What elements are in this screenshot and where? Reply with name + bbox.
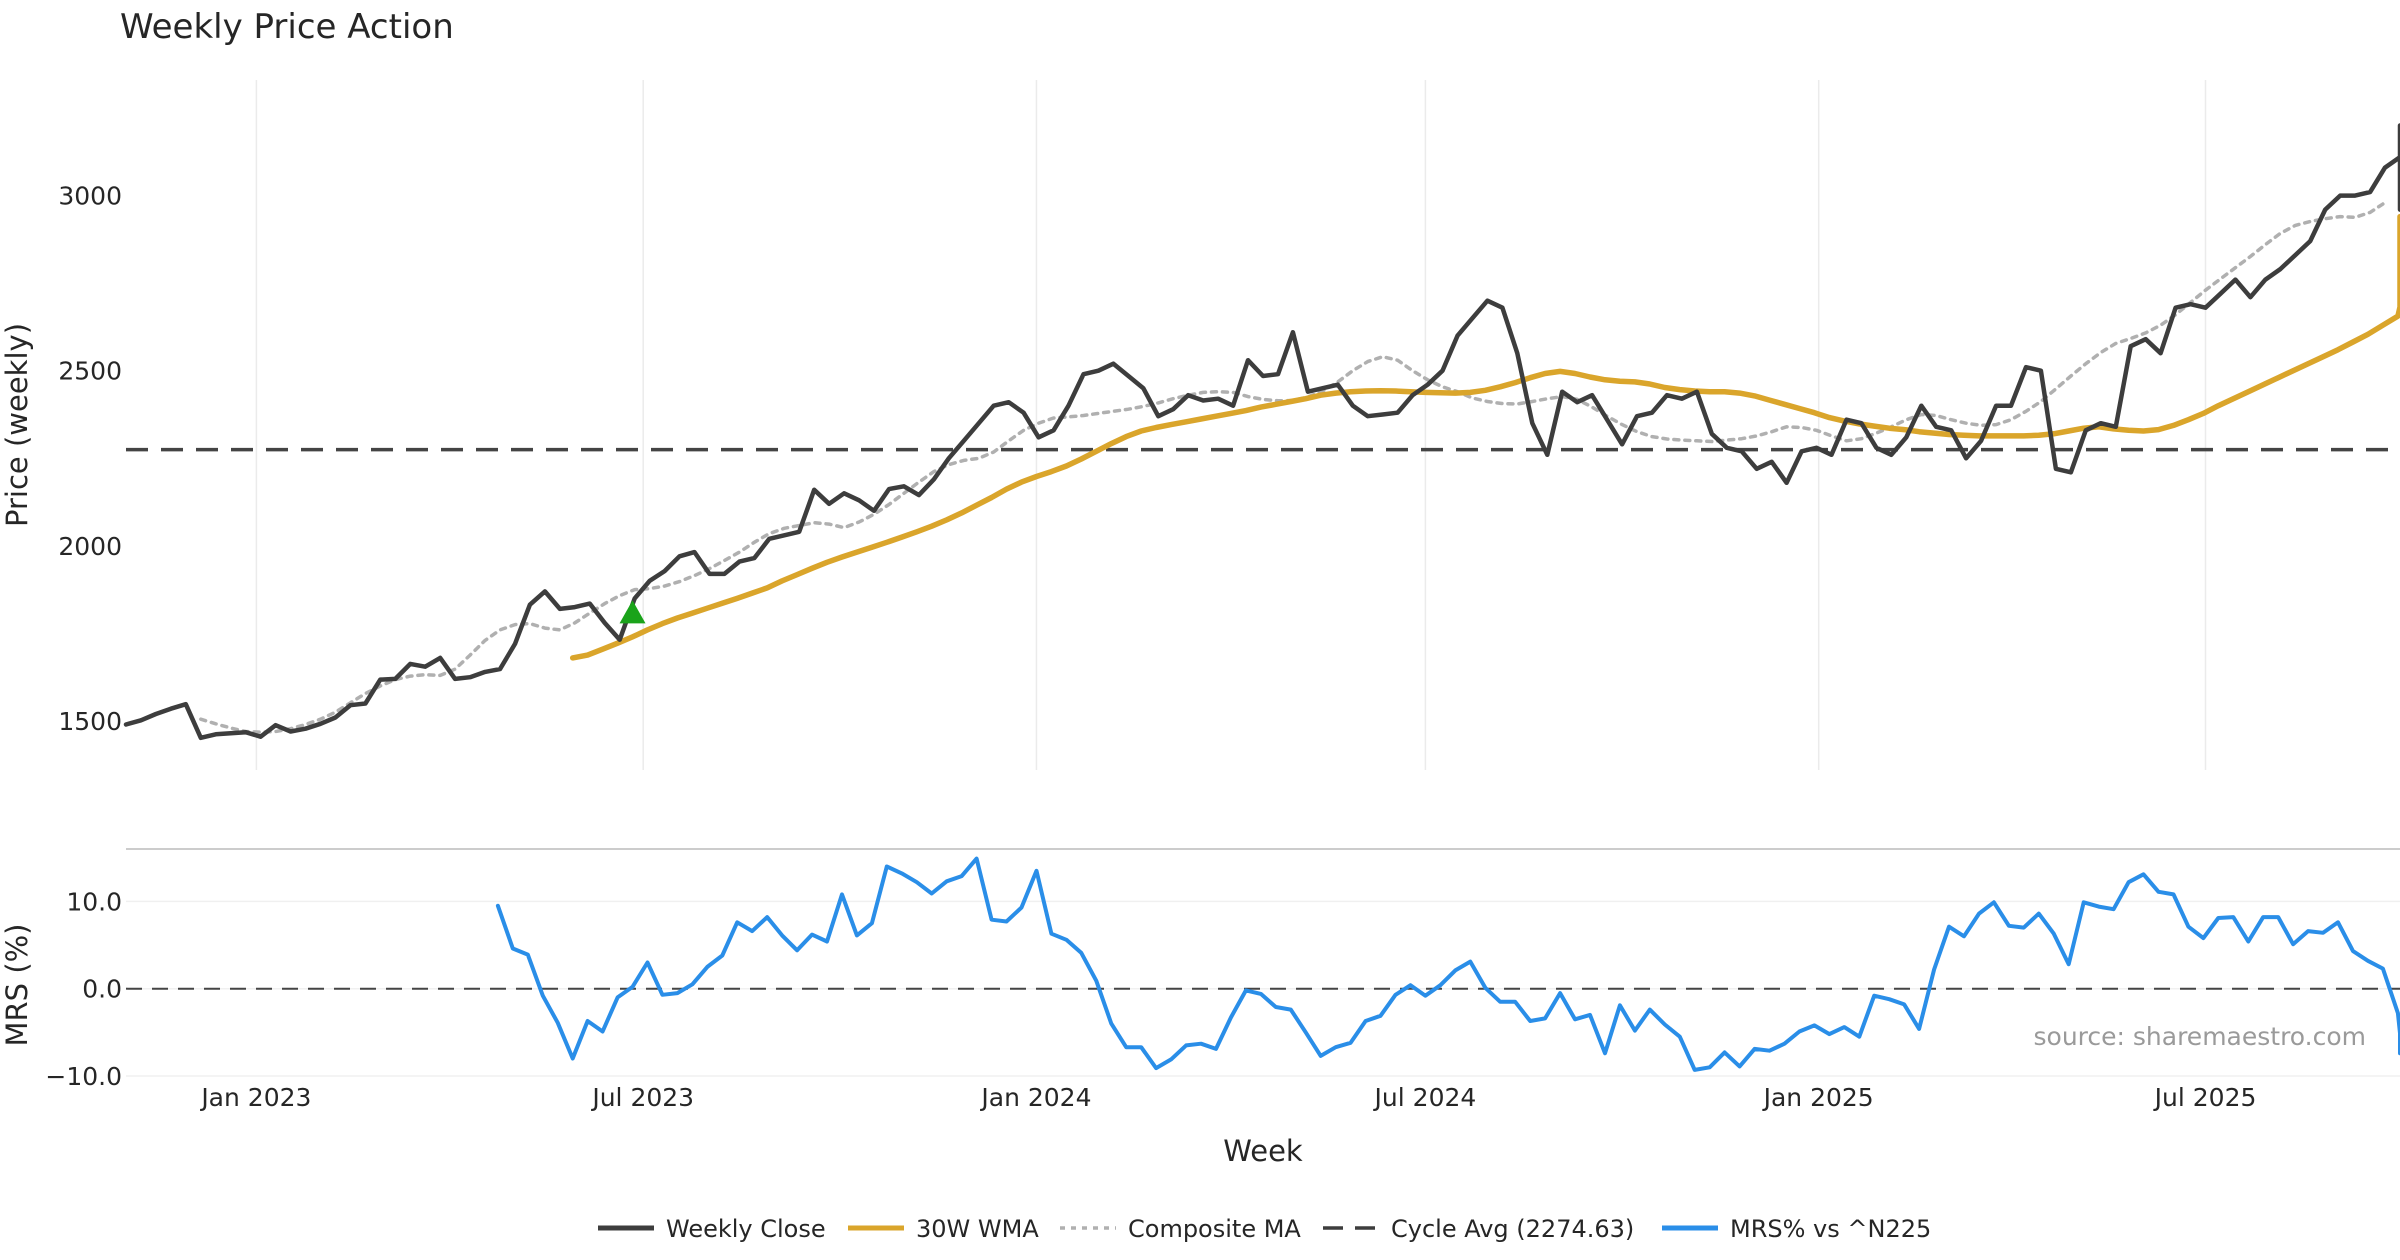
- series-weekly-close: [123, 123, 2400, 741]
- legend-label-mrs-vs-n225: MRS% vs ^N225: [1730, 1215, 1931, 1243]
- x-tick-jan-2024: Jan 2024: [979, 1083, 1091, 1112]
- reference-lines: [126, 447, 2400, 990]
- price-tick-3000: 3000: [58, 182, 122, 211]
- x-gridlines: [126, 80, 2400, 1077]
- x-tick-jul-2025: Jul 2025: [2153, 1083, 2257, 1112]
- mrs-tick-1: 0.0: [82, 975, 122, 1004]
- mrs-tick-2: 10.0: [66, 887, 122, 916]
- x-tick-jul-2023: Jul 2023: [590, 1083, 694, 1112]
- series-mrs-vs-n225: [495, 856, 2400, 1072]
- legend-item-weekly-close: Weekly Close: [598, 1215, 826, 1243]
- price-tick-1500: 1500: [58, 707, 122, 736]
- mrs-tick-0: −10.0: [45, 1062, 122, 1091]
- source-annotation: source: sharemaestro.com: [2034, 1022, 2367, 1051]
- chart-title: Weekly Price Action: [120, 7, 454, 47]
- legend: Weekly Close 30W WMA Composite MA Cycle Avg…: [598, 1215, 1931, 1243]
- legend-item-cycle-avg-2274-63: Cycle Avg (2274.63): [1323, 1215, 1634, 1243]
- signal-markers: [619, 600, 646, 624]
- x-tick-jan-2023: Jan 2023: [199, 1083, 311, 1112]
- legend-item-mrs-vs-n225: MRS% vs ^N225: [1662, 1215, 1931, 1243]
- legend-item-composite-ma: Composite MA: [1060, 1215, 1301, 1243]
- legend-item-30w-wma: 30W WMA: [848, 1215, 1039, 1243]
- mrs-axis-label: MRS (%): [0, 924, 34, 1047]
- price-tick-2000: 2000: [58, 532, 122, 561]
- x-tick-jul-2024: Jul 2024: [1373, 1083, 1477, 1112]
- legend-label-30w-wma: 30W WMA: [916, 1215, 1039, 1243]
- x-tick-jan-2025: Jan 2025: [1762, 1083, 1874, 1112]
- x-axis-label: Week: [1223, 1134, 1303, 1168]
- series-30w-wma: [569, 213, 2400, 661]
- axis-ticks: Jan 2023 Jul 2023 Jan 2024 Jul 2024 Jan 2025…: [45, 182, 2256, 1112]
- price-axis-label: Price (weekly): [0, 323, 34, 527]
- legend-label-weekly-close: Weekly Close: [666, 1215, 826, 1243]
- legend-label-composite-ma: Composite MA: [1128, 1215, 1301, 1243]
- legend-label-cycle-avg-2274-63: Cycle Avg (2274.63): [1391, 1215, 1634, 1243]
- series-lines: [123, 123, 2400, 1072]
- buy-signal-marker: [619, 600, 646, 624]
- price-tick-2500: 2500: [58, 357, 122, 386]
